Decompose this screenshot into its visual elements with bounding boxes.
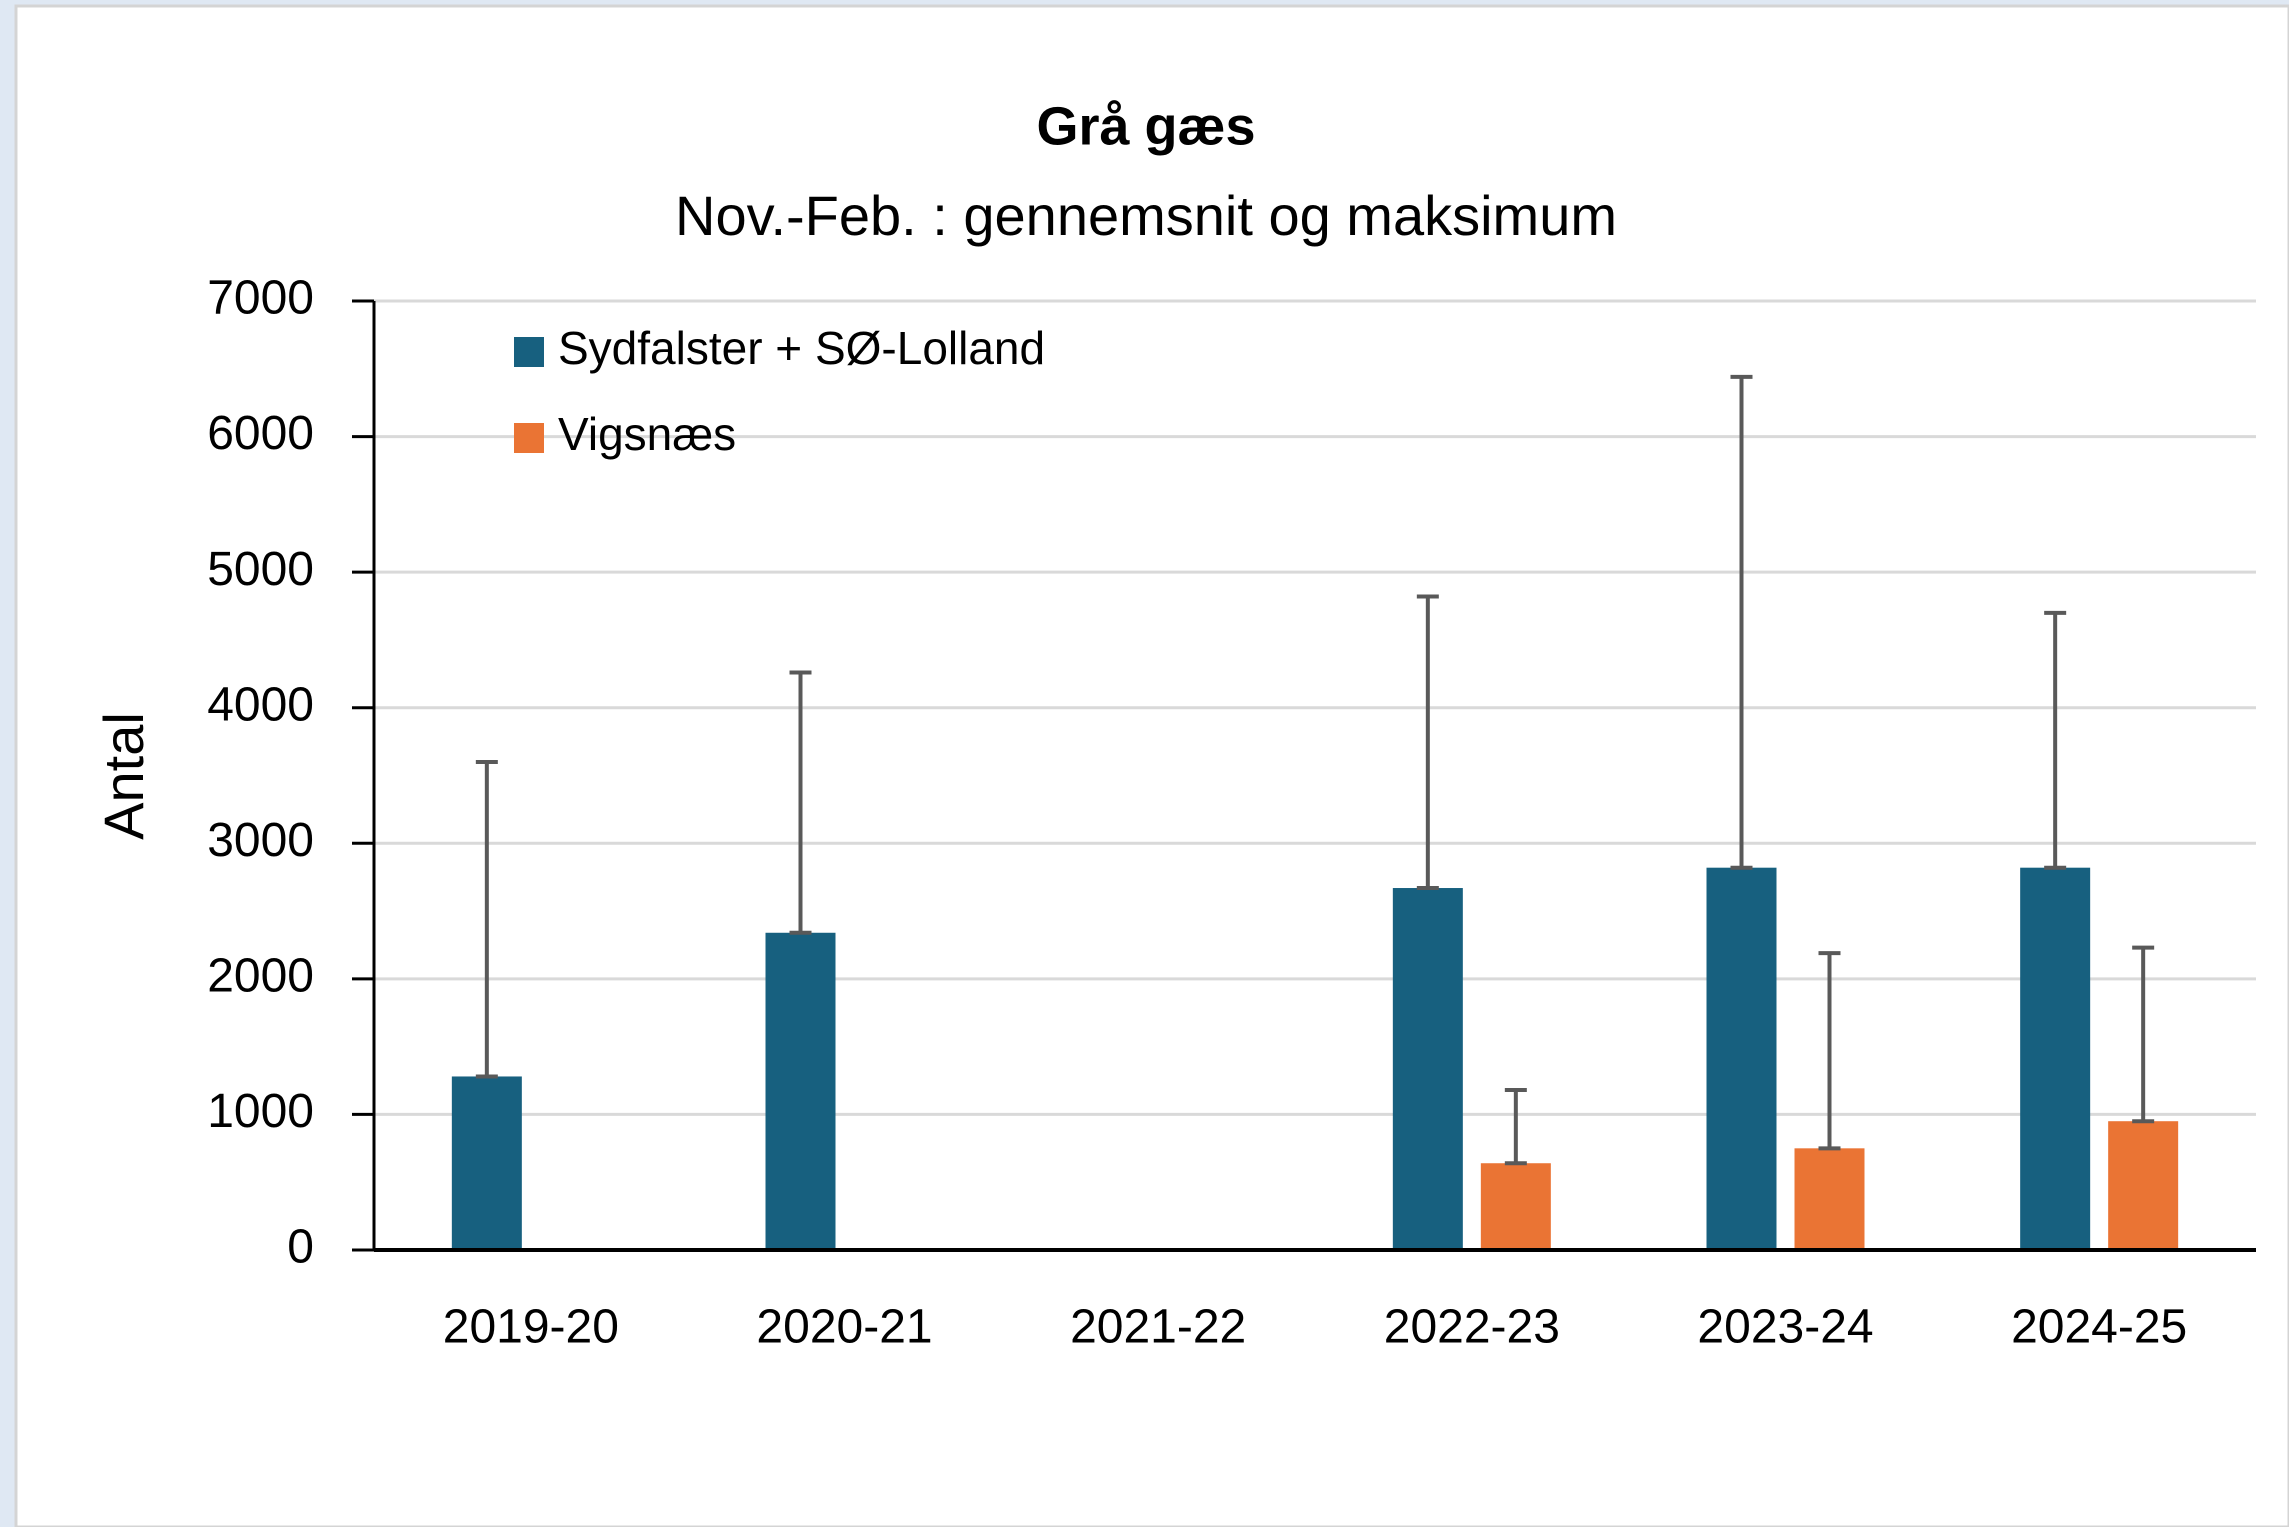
bar bbox=[2020, 867, 2091, 1250]
y-axis-label: Antal bbox=[92, 712, 155, 840]
y-tick-label: 5000 bbox=[207, 543, 314, 596]
x-tick-label: 2020-21 bbox=[756, 1301, 932, 1354]
error-bar bbox=[1504, 1088, 1527, 1166]
error-bar bbox=[2044, 610, 2067, 870]
legend-swatch bbox=[514, 423, 544, 453]
x-tick-label: 2021-22 bbox=[1070, 1301, 1246, 1354]
y-tick-label: 0 bbox=[287, 1221, 314, 1274]
x-tick-label: 2023-24 bbox=[1697, 1301, 1873, 1354]
legend-swatch bbox=[514, 337, 544, 367]
legend-label: Sydfalster + SØ-Lolland bbox=[558, 322, 1045, 374]
chart-subtitle: Nov.-Feb. : gennemsnit og maksimum bbox=[675, 184, 1617, 247]
bar bbox=[1480, 1163, 1551, 1250]
bar bbox=[1392, 888, 1463, 1250]
y-tick-label: 3000 bbox=[207, 814, 314, 867]
bar bbox=[451, 1076, 522, 1250]
x-tick-label: 2024-25 bbox=[2011, 1301, 2187, 1354]
y-tick-label: 7000 bbox=[207, 272, 314, 325]
y-tick-label: 4000 bbox=[207, 678, 314, 731]
bar bbox=[1706, 867, 1777, 1250]
bar bbox=[2108, 1121, 2179, 1250]
y-tick-label: 1000 bbox=[207, 1085, 314, 1138]
legend-label: Vigsnæs bbox=[558, 408, 736, 460]
y-tick-label: 2000 bbox=[207, 950, 314, 1003]
x-tick-label: 2019-20 bbox=[443, 1301, 619, 1354]
chart-area bbox=[14, 4, 2289, 1527]
chart-title: Grå gæs bbox=[1036, 96, 1255, 156]
bar bbox=[765, 932, 836, 1250]
error-bar bbox=[475, 759, 498, 1079]
error-bar bbox=[1730, 374, 1753, 870]
error-bar bbox=[789, 670, 812, 935]
error-bar bbox=[1416, 594, 1439, 891]
error-bar bbox=[1818, 951, 1841, 1151]
x-tick-label: 2022-23 bbox=[1384, 1301, 1560, 1354]
error-bar bbox=[2132, 945, 2155, 1124]
bar bbox=[1794, 1148, 1865, 1250]
y-tick-label: 6000 bbox=[207, 407, 314, 460]
